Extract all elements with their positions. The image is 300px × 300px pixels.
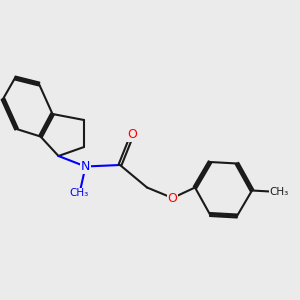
Text: O: O: [127, 128, 137, 142]
Text: CH₃: CH₃: [70, 188, 89, 199]
Text: CH₃: CH₃: [269, 187, 289, 197]
Text: N: N: [81, 160, 90, 173]
Text: O: O: [168, 191, 177, 205]
